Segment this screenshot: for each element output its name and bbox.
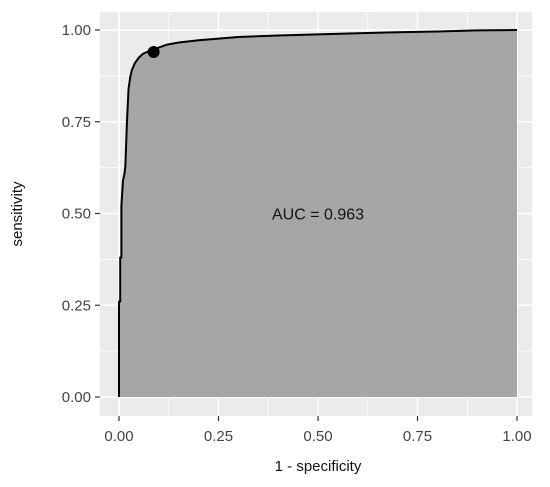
auc-annotation: AUC = 0.963 (272, 207, 364, 224)
y-tick-label: 0.75 (62, 114, 91, 131)
x-tick-label: 0.75 (403, 428, 432, 445)
y-tick-label: 0.00 (62, 389, 91, 406)
x-tick-label: 1.00 (502, 428, 531, 445)
x-tick-label: 0.00 (104, 428, 133, 445)
x-tick-label: 0.50 (303, 428, 332, 445)
y-tick-label: 0.25 (62, 297, 91, 314)
y-tick-label: 1.00 (62, 22, 91, 39)
x-axis: 0.00 0.25 0.50 0.75 1.00 (104, 416, 532, 445)
y-axis-title: sensitivity (9, 181, 26, 247)
y-tick-label: 0.50 (62, 206, 91, 223)
auc-area (119, 30, 517, 397)
x-tick-label: 0.25 (204, 428, 233, 445)
roc-curve (118, 29, 518, 397)
y-axis: 0.00 0.25 0.50 0.75 1.00 (62, 22, 100, 406)
x-axis-title: 1 - specificity (275, 458, 362, 475)
threshold-point (147, 46, 160, 59)
